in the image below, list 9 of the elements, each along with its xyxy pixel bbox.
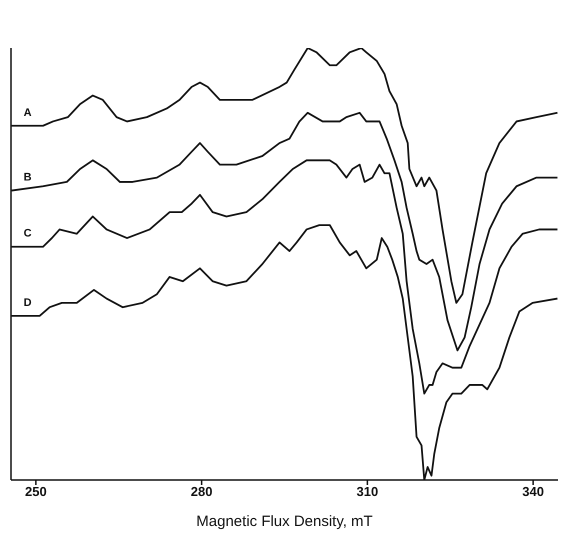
series-label: C — [24, 228, 32, 240]
x-tick-label: 310 — [356, 484, 378, 500]
x-tick-label: 340 — [522, 484, 544, 500]
x-tick-label: 250 — [25, 484, 47, 500]
series-label: A — [24, 106, 32, 119]
x-tick-label: 280 — [190, 484, 212, 500]
series-label: B — [24, 172, 32, 184]
x-axis-title: Magnetic Flux Density, mT — [196, 513, 373, 530]
series-label: D — [24, 296, 32, 309]
